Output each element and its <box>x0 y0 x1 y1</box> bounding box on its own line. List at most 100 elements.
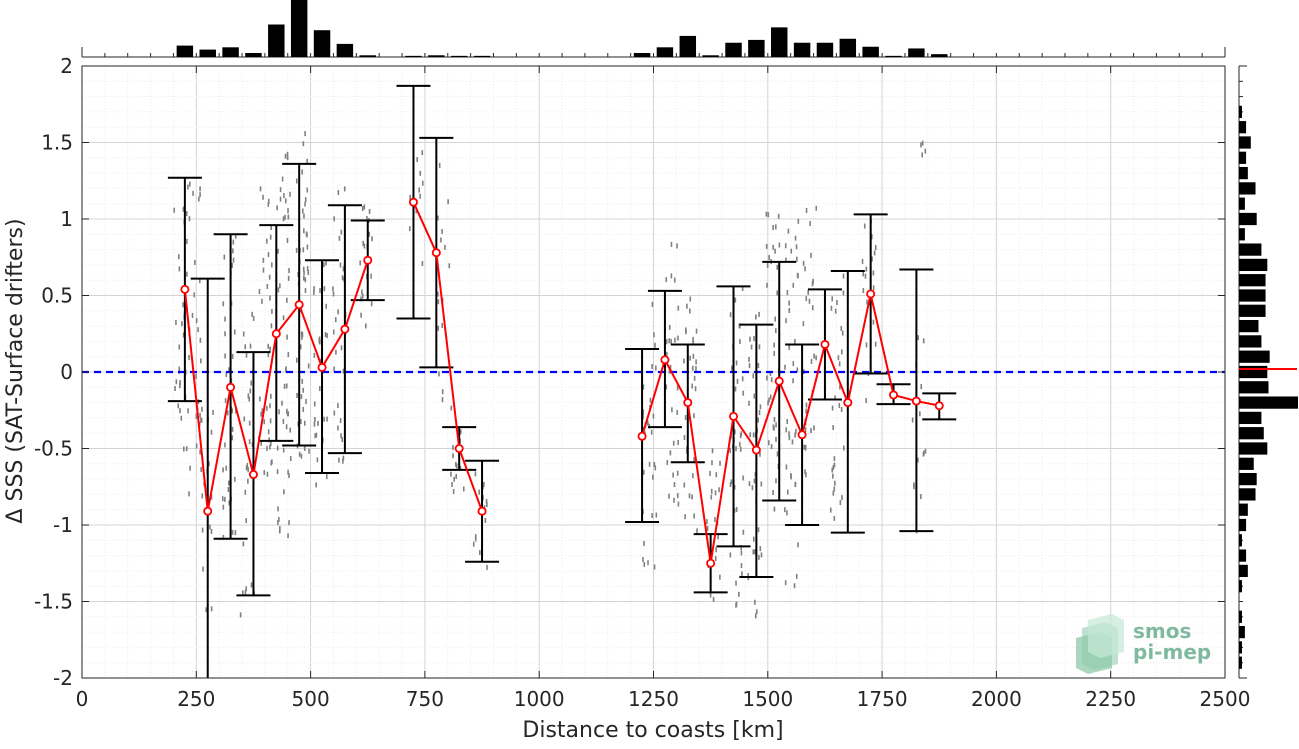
mean-point <box>477 506 487 516</box>
raw-point <box>234 233 237 239</box>
raw-point <box>676 470 679 476</box>
raw-point <box>262 194 264 200</box>
y-histogram-bar <box>1239 442 1268 455</box>
raw-point <box>838 361 841 367</box>
raw-point <box>286 334 288 340</box>
raw-point <box>668 338 671 344</box>
raw-point <box>810 358 813 364</box>
raw-point <box>842 290 845 296</box>
raw-point <box>642 556 644 562</box>
raw-point <box>766 282 768 288</box>
raw-point <box>837 355 840 361</box>
raw-point <box>441 397 444 403</box>
raw-point <box>178 366 181 372</box>
raw-point <box>245 586 248 592</box>
x-tick-label: 2000 <box>971 687 1022 711</box>
y-histogram-bar <box>1239 212 1257 226</box>
raw-point <box>368 231 371 237</box>
raw-point <box>709 592 712 598</box>
x-histogram-bar <box>748 39 765 57</box>
raw-point <box>313 289 315 295</box>
raw-point <box>175 379 178 385</box>
raw-point <box>790 474 792 480</box>
raw-point <box>739 441 741 447</box>
mean-point <box>408 197 418 207</box>
y-histogram-bar <box>1239 503 1248 516</box>
mean-point <box>294 300 304 310</box>
y-histogram-bar <box>1239 610 1242 623</box>
y-histogram-bar <box>1239 197 1245 210</box>
raw-point <box>793 583 796 589</box>
raw-point <box>332 329 335 335</box>
raw-point <box>370 273 372 279</box>
raw-point <box>665 384 668 390</box>
raw-point <box>182 302 184 308</box>
raw-point <box>323 262 325 268</box>
raw-point <box>862 271 864 277</box>
raw-point <box>247 467 249 473</box>
raw-point <box>715 472 718 478</box>
raw-point <box>332 286 334 292</box>
raw-point <box>341 275 344 281</box>
raw-point <box>796 367 799 373</box>
raw-point <box>668 324 671 330</box>
raw-point <box>810 252 812 258</box>
raw-point <box>807 289 809 295</box>
mean-point <box>317 362 327 372</box>
raw-point <box>289 427 292 433</box>
raw-point <box>287 469 289 475</box>
raw-point <box>269 346 271 352</box>
raw-point <box>740 550 743 556</box>
raw-point <box>718 487 720 493</box>
raw-point <box>785 257 787 263</box>
raw-point <box>670 273 673 279</box>
raw-point <box>862 288 865 294</box>
raw-point <box>359 260 362 266</box>
raw-point <box>319 386 321 392</box>
x-histogram-bar <box>862 46 879 57</box>
x-histogram-bar <box>290 0 308 57</box>
raw-point <box>269 234 272 240</box>
raw-point <box>755 609 758 615</box>
raw-point <box>759 546 762 552</box>
raw-point <box>205 607 208 613</box>
raw-point <box>692 339 695 345</box>
raw-point <box>797 273 799 279</box>
raw-point <box>333 216 335 222</box>
raw-point <box>276 205 278 211</box>
raw-point <box>444 244 446 250</box>
raw-point <box>326 416 328 422</box>
raw-point <box>210 528 213 534</box>
raw-point <box>222 301 225 307</box>
raw-point <box>302 247 305 253</box>
raw-point <box>192 190 194 196</box>
raw-point <box>313 401 316 407</box>
y-histogram-bar <box>1239 105 1242 119</box>
raw-point <box>267 201 270 207</box>
raw-point <box>287 533 289 539</box>
raw-point <box>194 259 196 265</box>
raw-point <box>195 414 198 420</box>
raw-point <box>729 482 732 488</box>
raw-point <box>832 425 834 431</box>
raw-point <box>872 270 875 276</box>
raw-point <box>753 336 755 342</box>
raw-point <box>483 481 485 487</box>
mean-point <box>637 431 647 441</box>
raw-point <box>419 170 422 176</box>
x-tick-label: 0 <box>76 687 89 711</box>
mean-point <box>843 398 853 408</box>
raw-point <box>189 465 191 471</box>
raw-point <box>288 472 290 478</box>
raw-point <box>245 518 248 524</box>
raw-point <box>267 429 270 435</box>
mean-point <box>271 329 281 339</box>
raw-point <box>232 239 235 245</box>
raw-point <box>752 432 755 438</box>
raw-point <box>306 158 308 164</box>
raw-point <box>677 501 680 507</box>
raw-point <box>753 478 756 484</box>
raw-point <box>269 295 271 301</box>
x-tick-label: 2250 <box>1085 687 1136 711</box>
raw-point <box>729 312 732 318</box>
